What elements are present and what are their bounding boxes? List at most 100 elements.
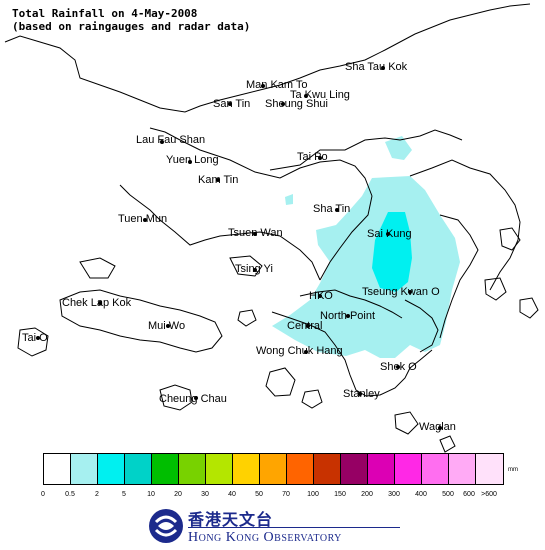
label-north-point: North Point [320,310,376,322]
marker-sha-tin [335,208,339,212]
label-yuen-long: Yuen Long [166,154,219,166]
legend-label: 70 [282,491,290,498]
marker-chek-lap-kok [98,301,102,305]
label-stanley: Stanley [343,388,380,400]
marker-tai-o [36,336,40,340]
legend-label: 50 [255,491,263,498]
label-waglan: Waglan [419,421,456,433]
label-sha-tau-kok: Sha Tau Kok [345,61,408,73]
rainfall-shading [272,136,460,358]
legend-label: 0.5 [65,491,75,498]
label-cheung-chau: Cheung Chau [159,393,227,405]
label-san-tin: San Tin [213,98,251,110]
legend-label: 600 [463,491,475,498]
map-title-line2: (based on raingauges and radar data) [12,20,251,33]
legend-label: 5 [122,491,126,498]
label-tuen-mun: Tuen Mun [118,213,168,225]
label-tai-o: Tai O [22,332,48,344]
label-tsing-yi: Tsing Yi [235,263,273,275]
legend-label: 30 [201,491,209,498]
marker-mui-wo [166,324,170,328]
legend-swatch: #00d2c8 [125,454,152,484]
marker-central [306,324,310,328]
marker-stanley [358,392,362,396]
marker-tai-po [318,156,322,160]
hko-logo: 香港天文台 Hong Kong Observatory [148,503,408,549]
marker-tsing-yi [253,268,257,272]
label-man-kam-to: Man Kam To [246,79,308,91]
label-ta-kwu-ling: Ta Kwu Ling [290,89,350,101]
legend-swatch: #b4e600 [206,454,233,484]
label-wong-chuk-hang: Wong Chuk Hang [256,345,343,357]
label-mui-wo: Mui Wo [148,320,186,332]
legend-swatch: #ff28e6 [395,454,422,484]
legend-label: 200 [361,491,373,498]
legend-label: >600 [481,491,497,498]
legend-label: 400 [415,491,427,498]
label-tsuen-wan: Tsuen Wan [228,227,283,239]
marker-tuen-mun [143,218,147,222]
legend-label: 300 [388,491,400,498]
hko-chinese-name: 香港天文台 [188,510,274,529]
legend-swatch: #00f0f0 [98,454,125,484]
legend-swatch: #a6f0f0 [71,454,98,484]
legend-label: 500 [442,491,454,498]
legend-label: 2 [95,491,99,498]
label-sha-tin: Sha Tin [313,203,351,215]
label-kam-tin: Kam Tin [198,174,239,186]
legend-swatch: #ffa500 [260,454,287,484]
marker-ta-kwu-ling [304,94,308,98]
marker-tsuen-wan [253,232,257,236]
marker-cheung-chau [194,396,198,400]
legend-swatch: #ffe1fa [476,454,503,484]
label-hko: HKO [309,290,333,302]
label-tai-po: Tai Po [297,151,328,163]
legend-swatch: #960064 [341,454,368,484]
legend-swatch: #00be00 [152,454,179,484]
legend-swatch: #ff6400 [287,454,314,484]
legend-swatch: #ffd200 [233,454,260,484]
label-lau-fau-shan: Lau Fau Shan [136,134,206,146]
label-shek-o: Shek O [380,361,417,373]
legend-swatch: #c83200 [314,454,341,484]
legend-label: 20 [174,491,182,498]
marker-hko [318,294,322,298]
map-title: Total Rainfall on 4-May-2008 (based on r… [12,7,250,33]
label-sheung-shui: Sheung Shui [265,98,328,110]
legend-swatch: #ffffff [44,454,71,484]
label-sai-kung: Sai Kung [367,228,412,240]
marker-waglan [438,426,442,430]
coastline [4,3,539,453]
map-title-line1: Total Rainfall on 4-May-2008 [12,7,198,20]
marker-man-kam-to [261,84,265,88]
marker-lau-fau-shan [160,140,164,144]
rainfall-legend-bar: #ffffff#a6f0f0#00f0f0#00d2c8#00be00#78d2… [43,453,504,485]
legend-swatch: #ffaaf5 [449,454,476,484]
legend-swatch: #78d200 [179,454,206,484]
legend-swatch: #ff6ef0 [422,454,449,484]
rain-area-moderate [372,212,412,292]
legend-swatch: #dc00b4 [368,454,395,484]
marker-shek-o [396,365,400,369]
marker-yuen-long [188,160,192,164]
rainfall-legend-labels: 0 0.5 2 5 10 20 30 40 50 70 100 150 200 300 400 500 600 >… [0,491,545,501]
place-markers [36,66,442,430]
hko-emblem-icon [149,509,183,543]
label-central: Central [287,320,323,332]
label-chek-lap-kok: Chek Lap Kok [62,297,132,309]
marker-sheung-shui [281,102,285,106]
legend-label: 150 [334,491,346,498]
logo-divider [188,527,400,528]
legend-label: 40 [228,491,236,498]
marker-north-point [346,314,350,318]
legend-unit: mm [508,467,518,473]
label-tseung-kwan-o: Tseung Kwan O [362,286,440,298]
rain-area-light-2 [285,194,293,205]
marker-sai-kung [386,232,390,236]
marker-wong-chuk-hang [304,350,308,354]
marker-kam-tin [216,178,220,182]
rain-area-light [272,136,460,358]
legend-label: 100 [307,491,319,498]
